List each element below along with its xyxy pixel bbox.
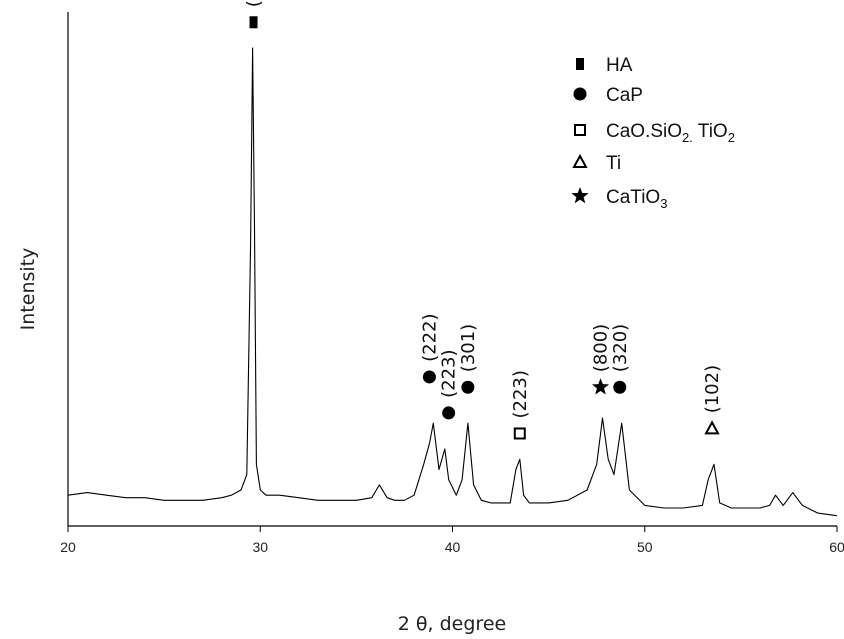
peak-label: (800) bbox=[591, 324, 612, 372]
legend-entry: CaO.SiO2. TiO2 bbox=[606, 121, 735, 145]
peak-label: (222) bbox=[419, 313, 440, 361]
x-tick-label: 40 bbox=[445, 539, 461, 555]
peak-label: (223) bbox=[510, 370, 531, 418]
x-ticks: 20 30 40 50 60 bbox=[60, 526, 844, 555]
peak-label: (301) bbox=[458, 324, 479, 372]
legend-marker-open-square bbox=[574, 124, 586, 136]
peak-marker-filled-circle bbox=[613, 380, 627, 394]
peak-label: (102) bbox=[702, 365, 723, 413]
x-tick-label: 50 bbox=[637, 539, 653, 555]
peak-label: (223) bbox=[439, 349, 460, 397]
peak-marker-filled-circle bbox=[442, 406, 456, 420]
peak-marker-star bbox=[592, 378, 610, 395]
peak-marker-open-triangle bbox=[704, 420, 720, 435]
x-tick-label: 60 bbox=[829, 539, 844, 555]
x-tick-label: 30 bbox=[252, 539, 268, 555]
legend-marker-star bbox=[571, 187, 589, 204]
legend-marker-filled-square bbox=[576, 58, 584, 70]
peak-marker-open-square bbox=[513, 427, 526, 440]
legend-entry: CaTiO3 bbox=[606, 187, 667, 211]
peak-label: (320) bbox=[610, 324, 631, 372]
y-axis-title: Intensity bbox=[17, 248, 39, 331]
peak-marker-filled-circle bbox=[422, 370, 436, 384]
peak-annotations: (107)(222)(223)(301)(223)(800)(320)(102) bbox=[244, 0, 723, 440]
legend-entry: Ti bbox=[606, 153, 621, 174]
x-tick-label: 20 bbox=[60, 539, 76, 555]
peak-marker-filled-circle bbox=[461, 380, 475, 394]
diffraction-pattern-line bbox=[67, 47, 838, 517]
x-axis-title: 2 θ, degree bbox=[398, 613, 506, 635]
legend-marker-filled-circle bbox=[573, 87, 587, 101]
axes bbox=[67, 12, 837, 527]
peak-label: (107) bbox=[244, 0, 265, 7]
legend-marker-open-triangle bbox=[572, 153, 588, 168]
peak-marker-filled-square bbox=[249, 16, 258, 29]
legend-entry: CaP bbox=[606, 85, 643, 106]
legend: HA CaP CaO.SiO2. TiO2 Ti CaTiO3 bbox=[571, 55, 735, 211]
legend-entry: HA bbox=[606, 55, 633, 76]
